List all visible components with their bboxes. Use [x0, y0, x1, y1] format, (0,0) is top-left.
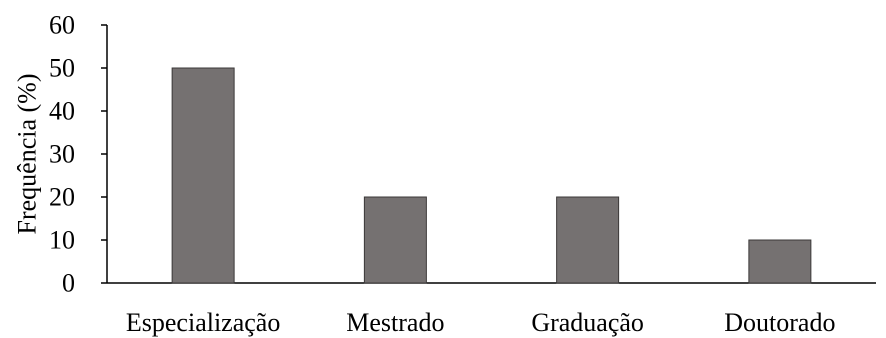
x-category-label: Doutorado [724, 308, 835, 337]
x-axis-categories: Especialização Mestrado Graduação Doutorado [126, 308, 836, 337]
y-tick-label: 30 [49, 140, 75, 169]
y-axis-ticks: 0 10 20 30 40 50 60 [49, 11, 107, 298]
y-tick-label: 60 [49, 11, 75, 40]
y-tick-label: 10 [49, 226, 75, 255]
bar-3 [748, 239, 812, 284]
x-category-label: Especialização [126, 308, 280, 337]
y-tick-label: 50 [49, 54, 75, 83]
x-category-label: Mestrado [346, 308, 444, 337]
y-tick-label: 0 [62, 269, 75, 298]
y-tick-label: 20 [49, 183, 75, 212]
bar-1 [363, 196, 427, 284]
bar-2 [556, 196, 620, 284]
y-axis-label: Frequência (%) [13, 74, 42, 235]
y-tick-label: 40 [49, 97, 75, 126]
bar-0 [171, 67, 235, 284]
x-category-label: Graduação [531, 308, 644, 337]
bars [171, 67, 812, 284]
